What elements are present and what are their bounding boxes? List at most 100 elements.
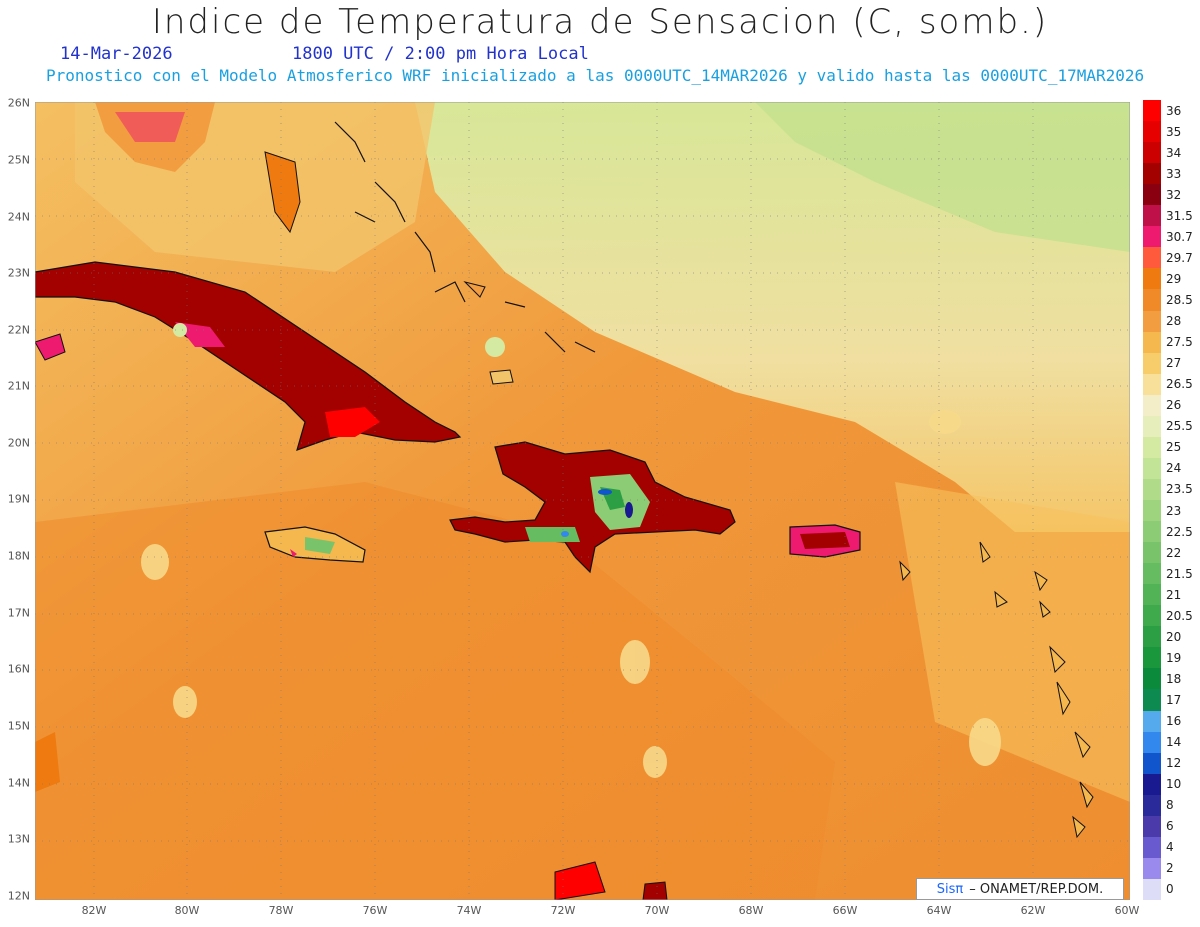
legend-swatch: [1143, 226, 1161, 248]
legend-label: 35: [1166, 124, 1182, 139]
legend-label: 26.5: [1166, 377, 1193, 392]
legend-label: 8: [1166, 798, 1174, 813]
legend-swatch: [1143, 584, 1161, 606]
forecast-date: 14-Mar-2026: [60, 44, 173, 64]
lon-label-76w: 76W: [362, 904, 388, 917]
legend-label: 18: [1166, 671, 1182, 686]
legend-swatch: [1143, 815, 1161, 838]
credit-box: Sisπ – ONAMET/REP.DOM.: [916, 878, 1124, 900]
legend-swatch: [1143, 668, 1161, 690]
legend-swatch: [1143, 457, 1161, 480]
lat-label-18n: 18N: [7, 549, 30, 563]
legend-swatch: [1143, 142, 1161, 164]
legend-label: 31.5: [1166, 208, 1193, 223]
lon-label-82w: 82W: [81, 904, 107, 917]
legend-label: 17: [1166, 693, 1182, 707]
lat-label-14n: 14N: [7, 776, 30, 790]
lat-label-16n: 16N: [7, 662, 30, 676]
legend-label: 19: [1166, 650, 1182, 665]
legend-label: 21: [1166, 587, 1182, 602]
legend-label: 33: [1166, 166, 1182, 181]
lon-label-60w: 60W: [1114, 904, 1140, 917]
legend-swatch: [1143, 647, 1161, 669]
legend-label: 22: [1166, 545, 1182, 560]
legend-swatch: [1143, 352, 1161, 375]
legend-swatch: [1143, 100, 1161, 122]
legend-swatch: [1143, 373, 1161, 396]
legend-swatch: [1143, 478, 1161, 501]
legend-swatch: [1143, 794, 1161, 817]
legend-swatch: [1143, 184, 1161, 206]
legend-label: 12: [1166, 756, 1182, 771]
lon-label-72w: 72W: [550, 904, 576, 917]
legend-swatch: [1143, 500, 1161, 522]
legend-swatch: [1143, 542, 1161, 564]
legend-swatch: [1143, 626, 1161, 648]
lon-label-66w: 66W: [832, 904, 858, 917]
lat-label-13n: 13N: [7, 832, 30, 846]
lat-label-22n: 22N: [7, 323, 30, 337]
legend-label: 16: [1166, 714, 1182, 729]
legend-label: 2: [1166, 861, 1174, 876]
legend-swatch: [1143, 836, 1161, 859]
legend-label: 26: [1166, 398, 1182, 413]
legend-swatch: [1143, 773, 1161, 796]
legend-swatch: [1143, 121, 1161, 143]
legend-swatch: [1143, 310, 1161, 333]
lon-label-64w: 64W: [926, 904, 952, 917]
lat-label-17n: 17N: [7, 606, 30, 620]
legend-label: 24: [1166, 461, 1182, 476]
legend-swatch: [1143, 752, 1161, 775]
legend-label: 27: [1166, 356, 1182, 371]
legend-label: 20.5: [1166, 608, 1193, 623]
legend-label: 28: [1166, 314, 1182, 329]
lat-label-24n: 24N: [7, 210, 30, 224]
legend-swatch: [1143, 163, 1161, 185]
legend-label: 20: [1166, 629, 1182, 644]
legend-label: 32: [1166, 187, 1182, 202]
legend-label: 4: [1166, 840, 1174, 855]
legend-label: 30.7: [1166, 229, 1193, 244]
legend-label: 29.7: [1166, 250, 1193, 265]
lon-label-70w: 70W: [644, 904, 670, 917]
legend-swatch: [1143, 731, 1161, 754]
lat-label-12n: 12N: [7, 889, 30, 903]
legend-swatch: [1143, 268, 1161, 290]
legend-label: 14: [1166, 735, 1182, 750]
lat-label-25n: 25N: [7, 153, 30, 167]
forecast-time: 1800 UTC / 2:00 pm Hora Local: [292, 44, 589, 64]
legend-swatch: [1143, 415, 1161, 438]
legend-label: 29: [1166, 271, 1182, 286]
legend-label: 28.5: [1166, 293, 1193, 307]
lon-label-80w: 80W: [174, 904, 200, 917]
legend-label: 25: [1166, 440, 1182, 455]
legend-label: 25.5: [1166, 419, 1193, 434]
lat-label-21n: 21N: [7, 379, 30, 393]
lat-label-20n: 20N: [7, 436, 30, 450]
lat-label-15n: 15N: [7, 719, 30, 733]
legend-swatch: [1143, 689, 1161, 712]
legend-swatch: [1143, 394, 1161, 417]
legend-label: 27.5: [1166, 335, 1193, 350]
map-title: Indice de Temperatura de Sensacion (C, s…: [151, 2, 1049, 42]
legend-swatch: [1143, 878, 1161, 901]
model-info: Pronostico con el Modelo Atmosferico WRF…: [46, 66, 1145, 85]
legend-label: 36: [1166, 103, 1182, 118]
lat-label-26n: 26N: [7, 96, 30, 110]
legend-swatch: [1143, 436, 1161, 459]
legend-label: 0: [1166, 882, 1174, 897]
legend-swatch: [1143, 331, 1161, 354]
lon-label-68w: 68W: [738, 904, 764, 917]
legend-label: 23.5: [1166, 482, 1193, 497]
lat-label-23n: 23N: [7, 266, 30, 280]
legend-swatch: [1143, 289, 1161, 312]
sispi-logo: Sisπ: [936, 881, 964, 897]
lon-label-78w: 78W: [268, 904, 294, 917]
legend-label: 22.5: [1166, 524, 1193, 539]
legend-label: 34: [1166, 145, 1182, 160]
credit-org: – ONAMET/REP.DOM.: [969, 881, 1104, 897]
lon-label-74w: 74W: [456, 904, 482, 917]
legend-label: 23: [1166, 503, 1182, 518]
legend-swatch: [1143, 521, 1161, 543]
lat-label-19n: 19N: [7, 492, 30, 506]
